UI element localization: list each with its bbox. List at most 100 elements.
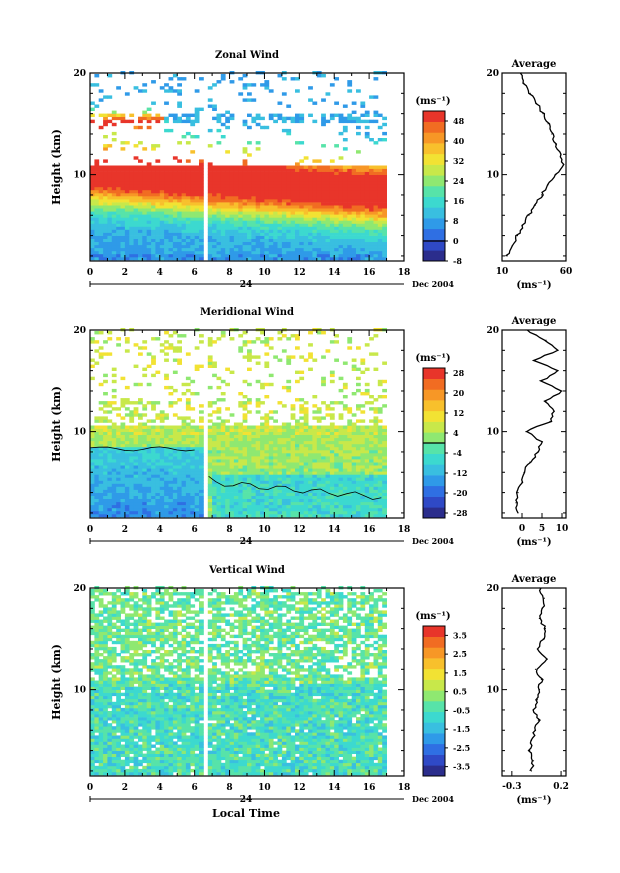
heatmap-cell <box>194 186 200 191</box>
heatmap-cell <box>360 256 366 261</box>
heatmap-cell <box>233 501 239 506</box>
heatmap-cell <box>164 437 169 442</box>
heatmap-cell <box>290 232 296 236</box>
heatmap-cell <box>295 250 300 255</box>
heatmap-cell <box>190 443 196 448</box>
heatmap-cell <box>185 428 191 432</box>
heatmap-cell <box>155 220 161 224</box>
heatmap-cell <box>212 504 217 509</box>
heatmap-cell <box>190 465 196 469</box>
heatmap-cell <box>286 177 292 182</box>
heatmap-cell <box>155 235 161 239</box>
heatmap-cell <box>94 253 100 258</box>
heatmap-cell <box>177 101 182 105</box>
heatmap-cell <box>194 440 200 445</box>
heatmap-cell <box>351 235 357 239</box>
heatmap-cell <box>369 241 374 246</box>
heatmap-cell <box>138 223 143 227</box>
heatmap-cell <box>194 498 200 503</box>
heatmap-cell <box>159 483 165 487</box>
heatmap-cell <box>107 486 113 490</box>
heatmap-cell <box>373 483 379 487</box>
heatmap-cell <box>177 238 182 242</box>
heatmap-cell <box>229 229 235 233</box>
heatmap-cell <box>312 177 318 182</box>
heatmap-cell <box>216 376 222 381</box>
heatmap-cell <box>212 486 217 490</box>
heatmap-cell <box>312 168 318 172</box>
heatmap-cell <box>334 480 339 484</box>
heatmap-cell <box>225 486 230 490</box>
heatmap-cell <box>255 235 261 239</box>
heatmap-cell <box>316 471 322 475</box>
heatmap-cell <box>164 119 169 124</box>
heatmap-cell <box>124 180 130 185</box>
heatmap-cell <box>116 343 121 347</box>
heatmap-cell <box>255 474 261 478</box>
heatmap-cell <box>120 226 126 230</box>
heatmap-cell <box>295 456 300 460</box>
heatmap-cell <box>338 244 344 249</box>
heatmap-cell <box>212 340 217 344</box>
heatmap-cell <box>120 431 126 435</box>
heatmap-cell <box>286 186 292 191</box>
heatmap-cell <box>238 392 244 396</box>
heatmap-cell <box>277 217 283 221</box>
heatmap-cell <box>146 446 152 451</box>
heatmap-cell <box>168 513 174 518</box>
heatmap-cell <box>308 86 313 90</box>
heatmap-cell <box>382 180 387 185</box>
heatmap-cell <box>290 492 296 496</box>
heatmap-cell <box>325 214 331 218</box>
heatmap-cell <box>225 235 230 239</box>
heatmap-cell <box>242 150 248 154</box>
heatmap-cell <box>212 196 217 200</box>
heatmap-cell <box>334 401 339 405</box>
heatmap-cell <box>111 208 117 212</box>
heatmap-cell <box>120 256 126 261</box>
heatmap-cell <box>281 77 287 81</box>
heatmap-cell <box>316 232 322 236</box>
heatmap-cell <box>172 202 178 206</box>
heatmap-cell <box>347 196 353 200</box>
heatmap-cell <box>111 388 117 393</box>
heatmap-cell <box>295 208 300 212</box>
heatmap-cell <box>155 119 161 124</box>
heatmap-cell <box>146 107 152 111</box>
heatmap-cell <box>351 214 357 218</box>
heatmap-cell <box>329 186 335 191</box>
heatmap-cell <box>94 183 100 188</box>
heatmap-cell <box>286 196 292 200</box>
heatmap-cell <box>273 238 278 242</box>
heatmap-cell <box>321 468 326 472</box>
heatmap-cell <box>308 113 313 117</box>
heatmap-cell <box>321 183 326 188</box>
heatmap-cell <box>151 180 156 185</box>
heatmap-cell <box>321 235 326 239</box>
heatmap-cell <box>225 244 230 249</box>
heatmap-cell <box>321 498 326 503</box>
heatmap-cell <box>225 459 230 463</box>
heatmap-cell <box>146 119 152 124</box>
heatmap-cell <box>382 131 387 136</box>
heatmap-cell <box>124 453 130 457</box>
heatmap-cell <box>199 507 204 512</box>
heatmap-cell <box>264 208 270 212</box>
heatmap-cell <box>277 440 283 445</box>
heatmap-cell <box>155 474 161 478</box>
heatmap-cell <box>103 428 108 432</box>
heatmap-cell <box>220 425 226 429</box>
heatmap-cell <box>225 431 230 435</box>
heatmap-cell <box>133 343 139 347</box>
heatmap-cell <box>220 465 226 469</box>
heatmap-cell <box>312 443 318 448</box>
heatmap-cell <box>260 510 265 515</box>
heatmap-cell <box>172 449 178 454</box>
heatmap-cell <box>155 443 161 448</box>
heatmap-cell <box>342 437 348 442</box>
heatmap-cell <box>120 453 126 457</box>
heatmap-cell <box>360 211 366 215</box>
heatmap-cell <box>164 196 169 200</box>
heatmap-cell <box>281 422 287 426</box>
heatmap-cell <box>299 211 305 215</box>
